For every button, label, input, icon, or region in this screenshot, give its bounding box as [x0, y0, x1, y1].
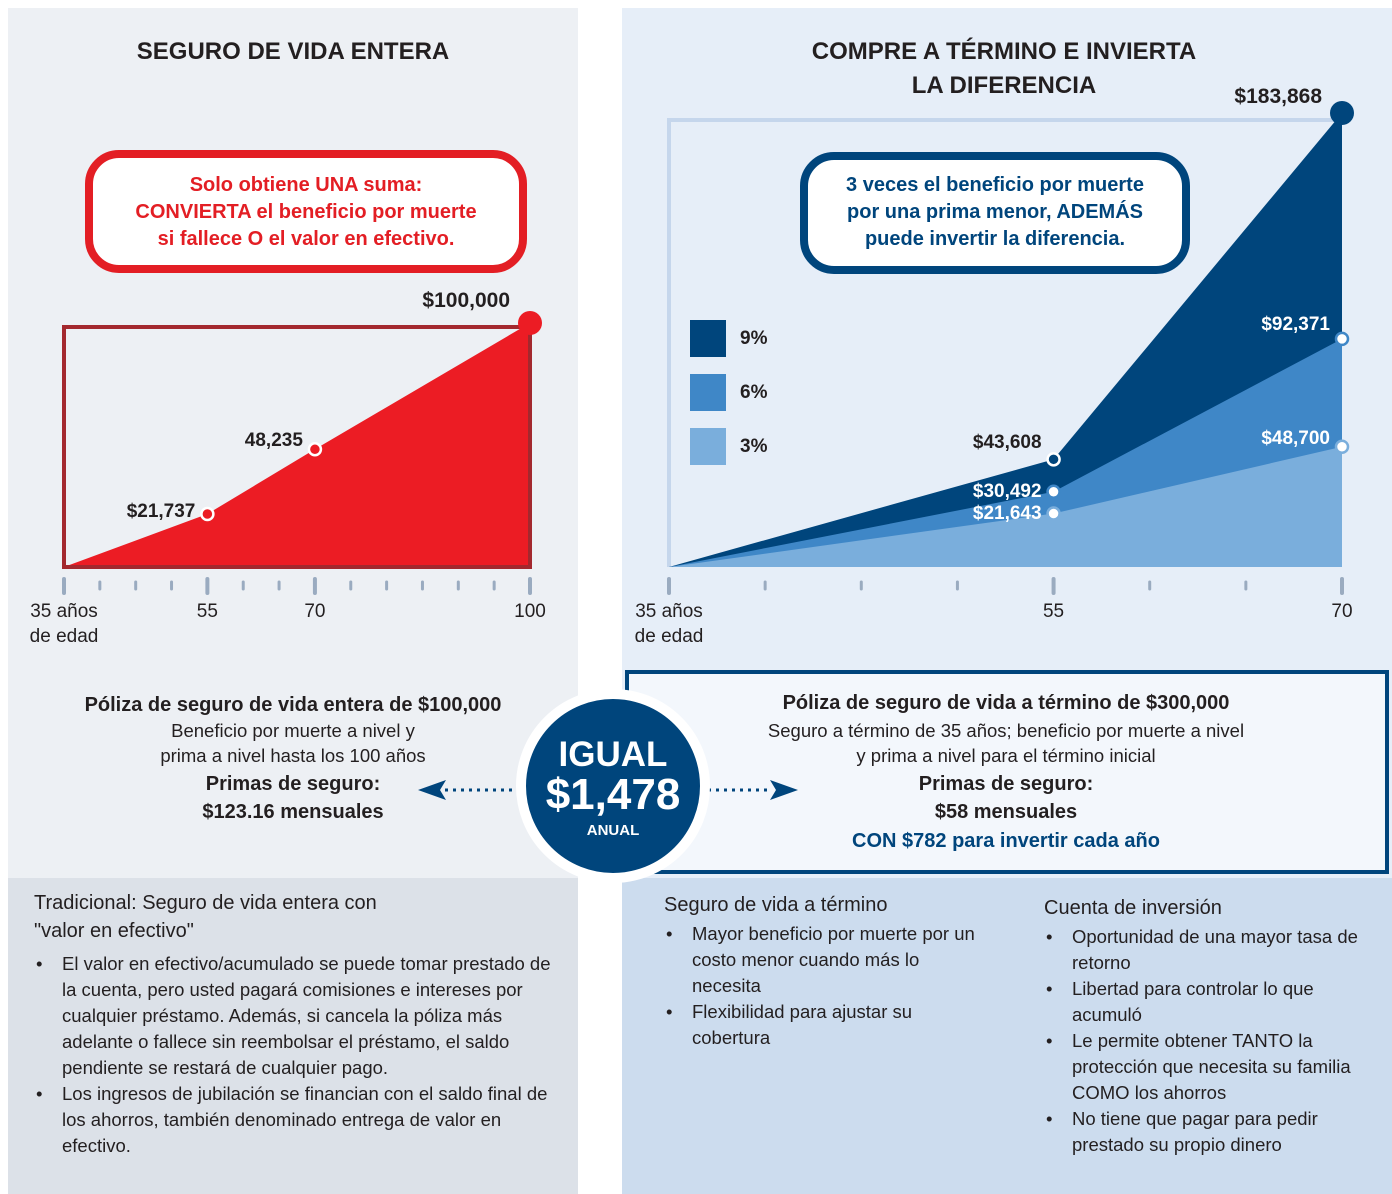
premium-label: Primas de seguro:: [918, 773, 1094, 795]
arrowhead: [770, 780, 798, 800]
legend-label: 9%: [740, 328, 768, 349]
point-dot: [1046, 484, 1061, 499]
point-dot: [1046, 452, 1061, 467]
premium-label: Primas de seguro:: [205, 773, 381, 795]
legend-swatch: [690, 320, 726, 357]
bullet: Le permite obtener TANTO la protección q…: [1046, 1028, 1372, 1106]
annotation: puede invertir la diferencia.: [864, 228, 1126, 250]
x-tick-label: 55: [196, 601, 218, 622]
value-label: $100,000: [422, 289, 510, 312]
arrowhead: [418, 780, 446, 800]
value-label: $92,371: [1261, 313, 1330, 335]
bullet: Mayor beneficio por muerte por un costo …: [666, 921, 992, 999]
badge-bottom: ANUAL: [586, 822, 640, 839]
point-dot: [1046, 506, 1061, 521]
policy-title: Póliza de seguro de vida entera de $100,…: [84, 694, 502, 716]
arrows: [418, 780, 798, 800]
x-tick-label: 100: [514, 601, 546, 622]
chart-frame: [62, 325, 532, 569]
policy-line: Beneficio por muerte a nivel y: [171, 720, 415, 741]
section-heading: Cuenta de inversión: [1044, 897, 1222, 919]
chart-title: SEGURO DE VIDA ENTERA: [136, 38, 450, 65]
point-dot: [200, 506, 215, 522]
bullet: Los ingresos de jubilación se financian …: [36, 1081, 562, 1159]
chart-frame: [667, 118, 1342, 567]
chart-title: COMPRE A TÉRMINO E INVIERTA: [811, 38, 1197, 65]
x-tick-label: 70: [304, 601, 326, 622]
badge-amount: $1,478: [545, 770, 681, 819]
premium: $123.16 mensuales: [202, 801, 384, 823]
bullet: Oportunidad de una mayor tasa de retorno: [1046, 924, 1372, 976]
right-policy-box: [625, 670, 1389, 874]
x-tick-label: 70: [1331, 601, 1353, 622]
area: [669, 446, 1342, 567]
area: [64, 323, 530, 567]
left-callout: [85, 150, 527, 273]
point-dot: [1334, 331, 1350, 347]
value-label: $183,868: [1234, 85, 1322, 108]
value-label: 48,235: [244, 430, 303, 452]
value-label: $48,700: [1261, 427, 1330, 449]
legend-swatch: [690, 374, 726, 411]
end-dot: [518, 311, 542, 335]
invest-note: CON $782 para invertir cada año: [852, 830, 1160, 852]
annotation: 3 veces el beneficio por muerte: [846, 174, 1144, 196]
policy-line: y prima a nivel para el término inicial: [856, 745, 1156, 766]
policy-line: Seguro a término de 35 años; beneficio p…: [767, 720, 1245, 741]
value-label: $21,737: [126, 500, 196, 522]
bullet-list: El valor en efectivo/acumulado se puede …: [34, 951, 562, 1159]
section-heading: Seguro de vida a término: [664, 894, 888, 916]
right-callout: [800, 152, 1190, 274]
bullet-list: Oportunidad de una mayor tasa de retorno…: [1044, 924, 1372, 1158]
legend-label: 3%: [740, 436, 768, 457]
legend-label: 6%: [740, 382, 768, 403]
annotation: CONVIERTA el beneficio por muerte: [135, 201, 477, 223]
x-tick-label: 35 años de edad: [634, 601, 704, 647]
bullet: Flexibilidad para ajustar su cobertura: [666, 999, 992, 1051]
point-dot: [1334, 439, 1350, 455]
section-heading: Tradicional: Seguro de vida entera con: [34, 892, 377, 914]
x-tick-label: 55: [1042, 601, 1065, 622]
value-label: $21,643: [972, 502, 1042, 524]
point-dot: [307, 442, 323, 457]
annotation: si fallece O el valor en efectivo.: [157, 228, 455, 250]
annotation: por una prima menor, ADEMÁS: [847, 201, 1143, 223]
policy-line: prima a nivel hasta los 100 años: [160, 745, 426, 766]
bullet: Libertad para controlar lo que acumuló: [1046, 976, 1372, 1028]
x-tick-label: 35 años de edad: [29, 601, 99, 647]
policy-title: Póliza de seguro de vida a término de $3…: [782, 692, 1230, 714]
center-badge: [516, 689, 710, 883]
bullet: No tiene que pagar para pedir prestado s…: [1046, 1106, 1372, 1158]
bullet-list: Mayor beneficio por muerte por un costo …: [664, 921, 992, 1051]
value-label: $43,608: [972, 432, 1042, 454]
value-label: $30,492: [972, 480, 1042, 502]
bullet: El valor en efectivo/acumulado se puede …: [36, 951, 562, 1081]
annotation: Solo obtiene UNA suma:: [189, 174, 423, 196]
badge-top: IGUAL: [558, 735, 668, 774]
chart-title: LA DIFERENCIA: [911, 72, 1097, 99]
end-dot: [1330, 101, 1354, 125]
legend-swatch: [690, 428, 726, 465]
section-heading: "valor en efectivo": [34, 920, 194, 942]
premium: $58 mensuales: [934, 801, 1078, 823]
